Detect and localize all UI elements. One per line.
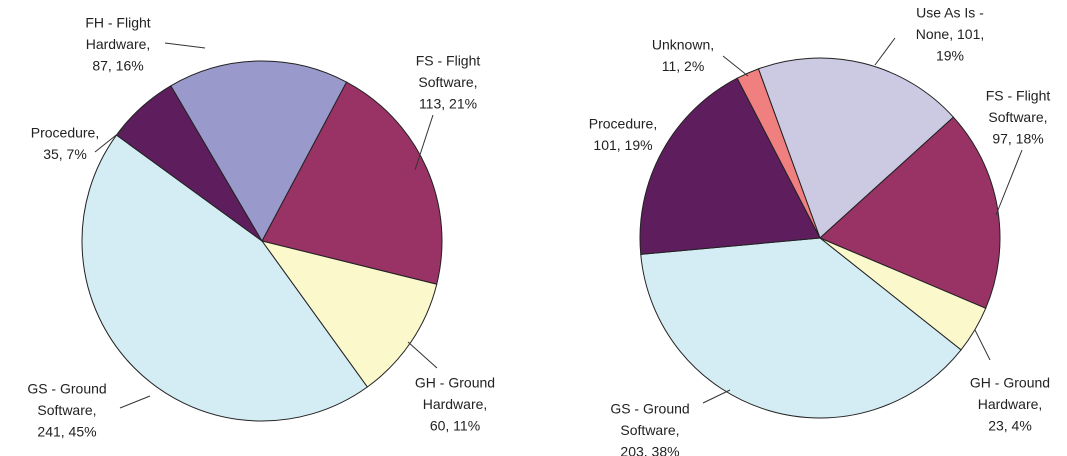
slice-label: FS - Flight (416, 53, 481, 69)
slice-label: GS - Ground (610, 401, 689, 417)
slice-label: None, 101, (916, 26, 985, 42)
slice-label: Hardware, (978, 396, 1043, 412)
pie-slice (81, 134, 369, 422)
slice-label: 23, 4% (988, 418, 1032, 434)
leader-line (974, 329, 991, 361)
slice-label: 203, 38% (620, 444, 679, 456)
leader-line (164, 42, 206, 49)
leader-line (995, 149, 1023, 216)
pie-slice (640, 237, 962, 419)
slice-label: 60, 11% (430, 418, 480, 434)
slice-label: GH - Ground (970, 375, 1050, 391)
slice-label: FS - Flight (986, 88, 1051, 104)
pie-slice (261, 81, 443, 285)
leader-line (407, 341, 438, 369)
slice-label: FH - Flight (85, 15, 150, 31)
slice-label: Software, (620, 422, 679, 438)
slice-label: 113, 21% (419, 96, 477, 112)
slice-label: Procedure, (589, 116, 657, 132)
pie-slice (170, 60, 348, 243)
leader-line (874, 37, 896, 66)
slice-label: 101, 19% (593, 137, 652, 153)
slice-label: 11, 2% (662, 58, 705, 74)
pie-slice (639, 77, 821, 255)
leader-line (119, 395, 151, 409)
slice-label: GH - Ground (415, 375, 495, 391)
slice-label: 87, 16% (92, 58, 143, 74)
slice-label: Use As Is - (916, 5, 984, 21)
leader-line (414, 114, 434, 171)
slice-label: Hardware, (86, 36, 151, 52)
slice-label: Software, (988, 109, 1047, 125)
leader-line (702, 389, 731, 404)
slice-label: 97, 18% (992, 131, 1043, 147)
pie-slice (757, 57, 955, 239)
slice-label: Unknown, (652, 37, 714, 53)
pie-slice (819, 116, 1001, 309)
slice-label: Software, (418, 74, 477, 90)
slice-label: 241, 45% (37, 424, 96, 440)
leader-line (722, 55, 749, 77)
slice-label: GS - Ground (27, 381, 106, 397)
slice-label: 35, 7% (43, 146, 87, 162)
slice-label: Procedure, (31, 125, 99, 141)
slice-label: Software, (37, 402, 96, 418)
slice-label: Hardware, (423, 396, 488, 412)
slice-label: 19% (936, 48, 964, 64)
pie-slice (260, 240, 438, 388)
pie-slice (736, 68, 821, 239)
leader-line (94, 127, 126, 153)
